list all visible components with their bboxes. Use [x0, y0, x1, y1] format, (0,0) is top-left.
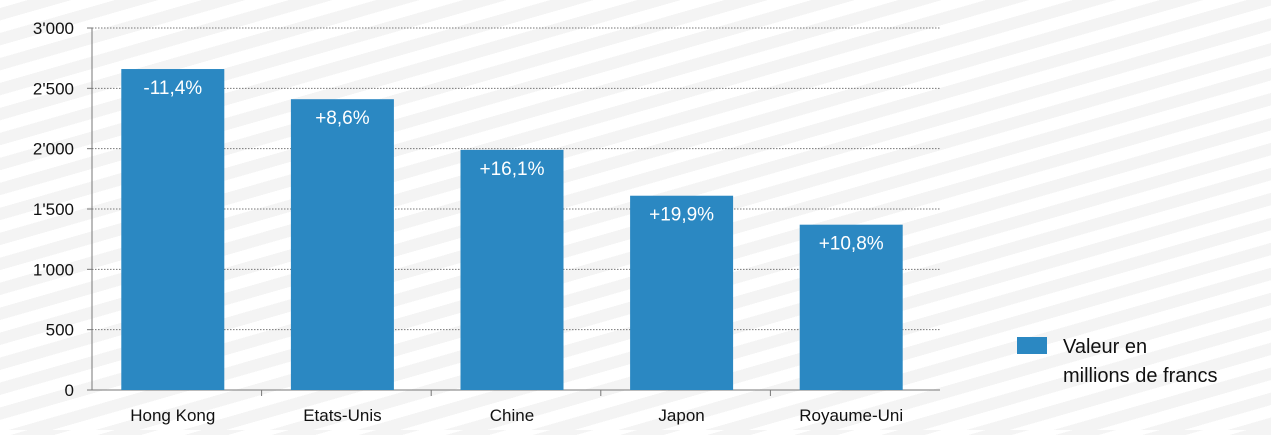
- bar-data-label: +10,8%: [819, 234, 884, 255]
- legend-label-line2: millions de francs: [1063, 365, 1218, 387]
- bar-data-label: +8,6%: [315, 108, 370, 129]
- x-tick-label: Royaume-Uni: [799, 406, 903, 425]
- y-tick-label: 0: [65, 381, 74, 400]
- x-tick-label: Japon: [658, 406, 704, 425]
- x-tick-label: Chine: [490, 406, 534, 425]
- bar-data-label: -11,4%: [143, 78, 202, 99]
- y-tick-label: 3'000: [33, 19, 74, 38]
- y-tick-label: 500: [46, 321, 74, 340]
- bar: [799, 224, 903, 390]
- y-tick-label: 1'000: [33, 260, 74, 279]
- y-tick-label: 2'000: [33, 140, 74, 159]
- bars: -11,4% +8,6% +16,1% +19,9% +10,8%: [121, 69, 903, 391]
- bar-data-label: +16,1%: [480, 159, 545, 180]
- bar: [121, 69, 225, 390]
- bar: [290, 99, 394, 391]
- bar: [630, 195, 734, 390]
- bar-data-label: +19,9%: [649, 205, 714, 226]
- bar: [460, 149, 564, 390]
- y-tick-label: 2'500: [33, 79, 74, 98]
- legend-swatch: [1017, 337, 1047, 354]
- x-tick-label: Hong Kong: [130, 406, 215, 425]
- y-tick-label: 1'500: [33, 200, 74, 219]
- legend: Valeur en millions de francs: [1017, 336, 1218, 387]
- legend-label-line1: Valeur en: [1063, 336, 1147, 358]
- x-tick-label: Etats-Unis: [303, 406, 381, 425]
